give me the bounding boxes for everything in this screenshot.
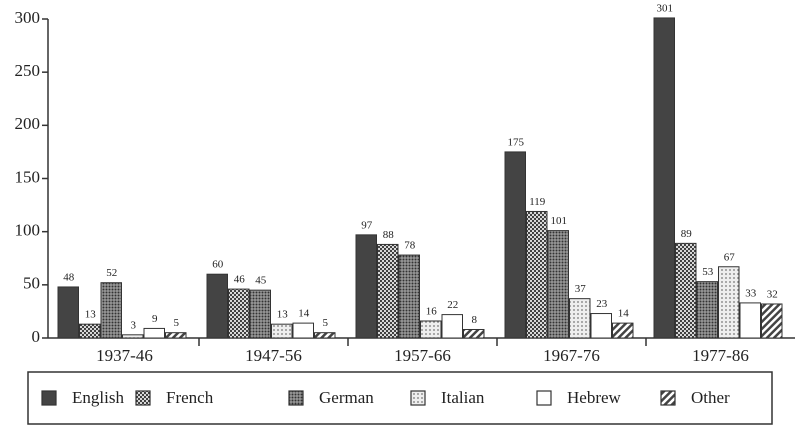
value-label: 60 <box>212 259 224 271</box>
bar <box>271 323 293 339</box>
value-label: 48 <box>63 271 75 283</box>
value-label: 5 <box>323 317 329 329</box>
legend-swatch <box>660 390 676 406</box>
bar <box>590 313 612 339</box>
value-label: 13 <box>85 309 97 321</box>
bar <box>292 322 314 339</box>
bar <box>206 273 228 339</box>
bar <box>57 286 79 339</box>
value-label: 52 <box>106 267 117 279</box>
bar <box>100 282 122 339</box>
x-tick-label: 1937-46 <box>96 346 153 365</box>
value-label: 13 <box>277 309 289 321</box>
legend-label: Hebrew <box>567 388 622 407</box>
legend-label: French <box>166 388 214 407</box>
bar <box>653 17 675 339</box>
bar <box>228 288 250 339</box>
legend-swatch <box>41 390 57 406</box>
value-label: 175 <box>508 136 525 148</box>
value-label: 97 <box>361 219 373 231</box>
bar <box>122 334 144 339</box>
value-label: 22 <box>447 299 458 311</box>
value-label: 101 <box>551 215 568 227</box>
value-label: 14 <box>298 308 310 320</box>
bar <box>696 281 718 339</box>
bar <box>377 243 399 339</box>
y-tick-label: 0 <box>32 327 41 346</box>
bar <box>420 320 442 339</box>
bar <box>612 322 634 339</box>
legend-swatch <box>135 390 151 406</box>
value-label: 32 <box>767 289 778 301</box>
bar <box>441 314 463 339</box>
legend-swatch <box>288 390 304 406</box>
bar <box>526 210 548 339</box>
bar <box>569 298 591 339</box>
value-label: 89 <box>681 228 693 240</box>
bar <box>761 303 783 339</box>
bar <box>314 332 336 339</box>
value-label: 9 <box>152 313 158 325</box>
bar <box>165 332 187 339</box>
bar <box>547 230 569 339</box>
value-label: 301 <box>657 2 674 14</box>
value-label: 119 <box>529 196 546 208</box>
value-label: 5 <box>174 317 180 329</box>
value-label: 88 <box>383 229 395 241</box>
value-label: 23 <box>596 298 608 310</box>
value-label: 37 <box>575 283 587 295</box>
bar <box>249 289 271 339</box>
x-tick-label: 1977-86 <box>692 346 749 365</box>
value-label: 46 <box>234 274 246 286</box>
value-label: 14 <box>618 308 630 320</box>
bar <box>675 242 697 339</box>
bar <box>504 151 526 339</box>
bar <box>463 328 485 339</box>
y-tick-label: 100 <box>15 221 41 240</box>
value-label: 33 <box>745 287 757 299</box>
legend-label: Other <box>691 388 730 407</box>
value-label: 8 <box>472 314 478 326</box>
value-label: 16 <box>426 306 438 318</box>
y-tick-label: 250 <box>15 61 41 80</box>
legend-swatch <box>536 390 552 406</box>
value-label: 45 <box>255 275 267 287</box>
bar <box>718 266 740 339</box>
value-label: 67 <box>724 251 736 263</box>
y-tick-label: 50 <box>23 274 40 293</box>
bar <box>79 323 101 339</box>
y-tick-label: 150 <box>15 167 41 186</box>
legend-box <box>27 371 773 425</box>
x-tick-label: 1967-76 <box>543 346 600 365</box>
y-tick-label: 300 <box>15 8 41 27</box>
bar <box>398 254 420 339</box>
x-tick-label: 1947-56 <box>245 346 302 365</box>
x-tick-label: 1957-66 <box>394 346 451 365</box>
value-label: 3 <box>131 319 137 331</box>
value-label: 53 <box>702 266 714 278</box>
legend-label: English <box>72 388 124 407</box>
legend-label: German <box>319 388 374 407</box>
bar <box>355 234 377 339</box>
legend-swatch <box>410 390 426 406</box>
y-tick-label: 200 <box>15 114 41 133</box>
value-label: 78 <box>404 240 416 252</box>
bar <box>739 302 761 339</box>
bar <box>143 327 165 339</box>
legend-label: Italian <box>441 388 485 407</box>
